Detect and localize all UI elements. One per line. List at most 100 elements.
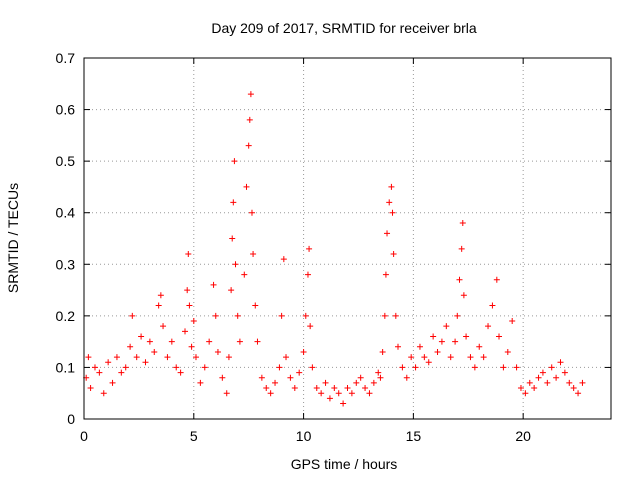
data-point: [113, 354, 120, 361]
data-point: [318, 390, 325, 397]
data-point: [548, 364, 555, 371]
data-point: [331, 385, 338, 392]
data-point: [122, 364, 129, 371]
data-point: [544, 379, 551, 386]
data-point: [489, 302, 496, 309]
data-point: [219, 374, 226, 381]
data-point: [263, 385, 270, 392]
data-point: [340, 400, 347, 407]
data-point: [231, 158, 238, 165]
data-point: [456, 276, 463, 283]
data-point: [212, 312, 219, 319]
data-point: [438, 338, 445, 345]
data-point: [493, 276, 500, 283]
data-point: [241, 271, 248, 278]
data-point: [188, 343, 195, 350]
y-tick-label: 0.4: [56, 205, 76, 221]
data-point: [357, 374, 364, 381]
data-point: [229, 235, 236, 242]
data-point: [105, 359, 112, 366]
data-point: [370, 379, 377, 386]
data-point: [230, 199, 237, 206]
data-point: [192, 354, 199, 361]
data-point: [561, 369, 568, 376]
data-point: [280, 256, 287, 263]
data-point: [252, 302, 259, 309]
data-point: [326, 395, 333, 402]
data-point: [460, 292, 467, 299]
y-tick-label: 0.2: [56, 308, 76, 324]
data-point: [392, 312, 399, 319]
data-point: [513, 364, 520, 371]
data-point: [201, 364, 208, 371]
data-point: [504, 348, 511, 355]
data-point: [160, 323, 167, 330]
data-point: [272, 379, 279, 386]
data-point: [278, 312, 285, 319]
y-tick-label: 0.6: [56, 102, 76, 118]
data-point: [389, 209, 396, 216]
data-point: [184, 287, 191, 294]
data-point: [526, 379, 533, 386]
data-point: [379, 348, 386, 355]
data-point: [553, 374, 560, 381]
data-point: [185, 250, 192, 257]
data-point: [522, 390, 529, 397]
data-point: [395, 343, 402, 350]
points-layer: [83, 91, 586, 407]
data-point: [296, 369, 303, 376]
data-point: [87, 385, 94, 392]
data-point: [500, 364, 507, 371]
data-point: [416, 343, 423, 350]
data-point: [459, 220, 466, 227]
ticks: 0 0.1 0.2 0.3 0.4 0.5 0.6 0.7 0 5 10 15 20: [56, 50, 611, 444]
data-point: [509, 318, 516, 325]
data-point: [142, 359, 149, 366]
data-point: [155, 302, 162, 309]
data-point: [575, 390, 582, 397]
data-point: [247, 91, 254, 98]
data-point: [517, 385, 524, 392]
x-axis-label: GPS time / hours: [291, 456, 398, 472]
data-point: [287, 374, 294, 381]
data-point: [190, 318, 197, 325]
data-point: [173, 364, 180, 371]
data-point: [535, 374, 542, 381]
data-point: [182, 328, 189, 335]
data-point: [412, 364, 419, 371]
plot-frame: [83, 57, 612, 420]
data-point: [96, 369, 103, 376]
data-point: [138, 333, 145, 340]
data-point: [480, 354, 487, 361]
data-point: [531, 385, 538, 392]
data-point: [322, 379, 329, 386]
data-point: [471, 364, 478, 371]
data-point: [452, 338, 459, 345]
data-point: [245, 142, 252, 149]
data-point: [283, 354, 290, 361]
data-point: [157, 292, 164, 299]
data-point: [248, 209, 255, 216]
data-point: [313, 385, 320, 392]
data-point: [223, 390, 230, 397]
data-point: [467, 354, 474, 361]
data-point: [309, 364, 316, 371]
data-point: [225, 354, 232, 361]
data-point: [377, 374, 384, 381]
data-point: [100, 390, 107, 397]
chart-title: Day 209 of 2017, SRMTID for receiver brl…: [211, 20, 477, 36]
data-point: [403, 374, 410, 381]
data-point: [127, 343, 134, 350]
data-point: [485, 323, 492, 330]
data-point: [109, 379, 116, 386]
data-point: [254, 338, 261, 345]
data-point: [151, 348, 158, 355]
data-point: [164, 354, 171, 361]
data-point: [146, 338, 153, 345]
data-point: [375, 369, 382, 376]
x-tick-label: 15: [406, 428, 422, 444]
data-point: [476, 343, 483, 350]
data-point: [425, 359, 432, 366]
data-point: [390, 250, 397, 257]
x-tick-label: 5: [190, 428, 198, 444]
